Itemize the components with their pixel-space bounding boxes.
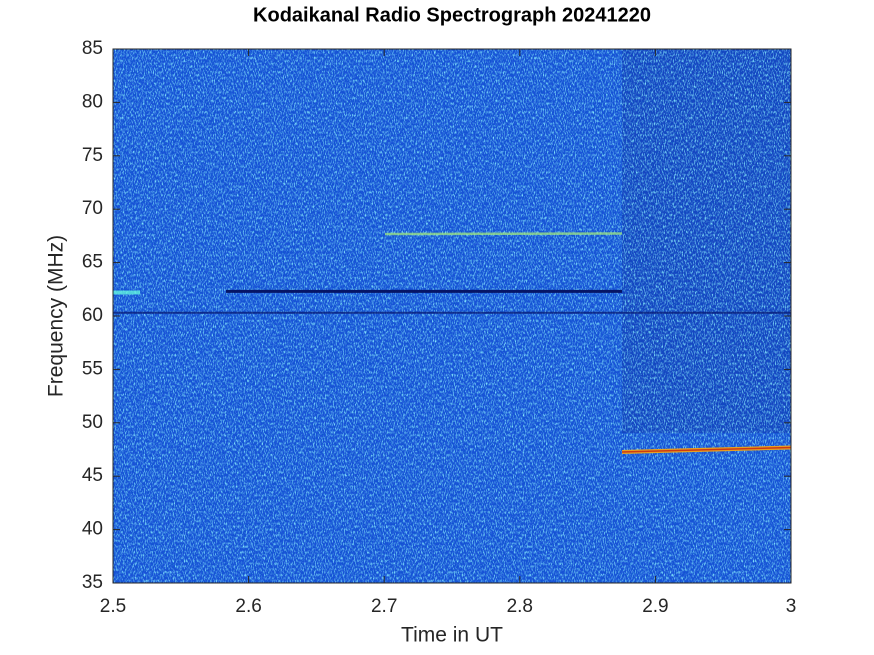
x-tick-label: 2.6 bbox=[235, 596, 261, 617]
y-tick-label: 65 bbox=[82, 252, 103, 273]
y-tick-label: 60 bbox=[82, 305, 103, 326]
x-axis-label: Time in UT bbox=[401, 624, 503, 647]
chart-title: Kodaikanal Radio Spectrograph 20241220 bbox=[253, 4, 651, 26]
x-tick-label: 2.9 bbox=[642, 596, 668, 617]
y-axis-label: Frequency (MHz) bbox=[45, 235, 68, 397]
x-tick-label: 2.5 bbox=[100, 596, 126, 617]
spectrogram-image bbox=[113, 49, 792, 583]
y-tick-label: 35 bbox=[82, 572, 103, 593]
x-tick-label: 3 bbox=[786, 596, 797, 617]
y-tick-label: 85 bbox=[82, 38, 103, 59]
x-tick-label: 2.8 bbox=[507, 596, 533, 617]
y-tick-label: 70 bbox=[82, 198, 103, 219]
y-tick-label: 80 bbox=[82, 91, 103, 112]
y-tick-label: 40 bbox=[82, 519, 103, 540]
y-tick-label: 75 bbox=[82, 145, 103, 166]
y-tick-label: 55 bbox=[82, 358, 103, 379]
x-tick-label: 2.7 bbox=[371, 596, 397, 617]
y-tick-label: 50 bbox=[82, 412, 103, 433]
y-tick-label: 45 bbox=[82, 465, 103, 486]
